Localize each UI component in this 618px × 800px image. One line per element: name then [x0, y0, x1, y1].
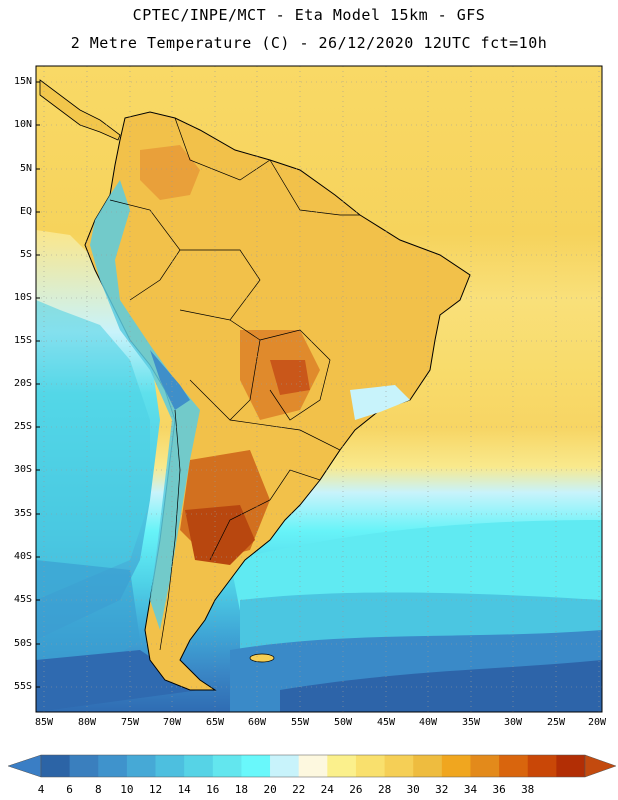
- pacific-cyan-field: [36, 300, 150, 600]
- lat-label: 35S: [13, 508, 32, 519]
- lon-label: 80W: [77, 717, 97, 728]
- lat-label: 40S: [13, 551, 32, 562]
- lon-label: 25W: [546, 717, 566, 728]
- coastal-cool-patch: [350, 385, 410, 420]
- colorbar-cell: [384, 755, 414, 777]
- central-america: [39, 79, 121, 141]
- colorbar-label: 32: [435, 783, 449, 796]
- lon-label: 40W: [418, 717, 438, 728]
- lat-label: 50S: [13, 638, 32, 649]
- map-frame: [35, 65, 603, 713]
- map-title-line-2: 2 Metre Temperature (C) - 26/12/2020 12U…: [70, 34, 548, 52]
- colorbar-cell: [41, 755, 71, 777]
- lat-label: 5S: [19, 249, 32, 260]
- colorbar-label: 30: [406, 783, 420, 796]
- colorbar-label: 28: [377, 783, 392, 796]
- colorbar-cell: [126, 755, 156, 777]
- colorbar-cell: [98, 755, 128, 777]
- lon-label: 30W: [503, 717, 523, 728]
- colorbar-label: 24: [320, 783, 334, 796]
- patagonia-hot-patch: [185, 505, 255, 565]
- lon-label: 85W: [34, 717, 54, 728]
- colorbar-label: 16: [206, 783, 220, 796]
- lat-label: 30S: [13, 464, 32, 475]
- colorbar-cell: [327, 755, 357, 777]
- map-area: [36, 66, 602, 712]
- lon-label: 75W: [120, 717, 140, 728]
- colorbar-cell: [499, 755, 529, 777]
- lat-label: 10N: [13, 119, 32, 130]
- colorbar-label: 38: [521, 783, 535, 796]
- lon-label: 70W: [162, 717, 182, 728]
- colorbar-cell: [155, 755, 185, 777]
- lat-label: 15S: [13, 335, 32, 346]
- colorbar-cell: [527, 755, 557, 777]
- colorbar-cell: [184, 755, 214, 777]
- lat-label: 45S: [13, 594, 32, 605]
- lat-label: 15N: [13, 76, 32, 87]
- colorbar-label: 36: [492, 783, 506, 796]
- lon-label: 65W: [205, 717, 225, 728]
- altiplano-cold-patch: [150, 350, 190, 410]
- lat-label: EQ: [19, 206, 32, 217]
- atlantic-coldest-field: [280, 660, 602, 712]
- colorbar-cell: [212, 755, 242, 777]
- colorbar-label: 18: [234, 783, 249, 796]
- lon-label: 60W: [247, 717, 267, 728]
- colorbar-under-arrow: [7, 754, 42, 778]
- map-title-line-1: CPTEC/INPE/MCT - Eta Model 15km - GFS: [132, 6, 486, 24]
- colorbar-label: 6: [66, 783, 73, 796]
- lon-label: 45W: [376, 717, 396, 728]
- colorbar-cell: [441, 755, 471, 777]
- lat-label: 20S: [13, 378, 32, 389]
- colombia-warm-patch: [140, 145, 200, 200]
- lat-label: 55S: [13, 681, 32, 692]
- colorbar-label: 4: [37, 783, 45, 796]
- country-borders: [109, 117, 360, 651]
- falkland-islands: [249, 653, 275, 663]
- colorbar-cell: [241, 755, 271, 777]
- colorbar-cell: [413, 755, 443, 777]
- colorbar-label: 22: [292, 783, 306, 796]
- colorbar-cell: [270, 755, 300, 777]
- lon-label: 55W: [290, 717, 310, 728]
- colorbar-label: 26: [349, 783, 363, 796]
- lon-label: 35W: [461, 717, 481, 728]
- lat-label: 10S: [13, 292, 32, 303]
- colorbar-label: 14: [177, 783, 191, 796]
- colorbar-label: 20: [263, 783, 277, 796]
- colorbar-cell: [355, 755, 385, 777]
- colorbar-label: 12: [148, 783, 163, 796]
- colorbar-label: 34: [463, 783, 478, 796]
- lat-label: 5N: [19, 163, 32, 174]
- colorbar-label: 8: [94, 783, 102, 796]
- colorbar-cell: [470, 755, 500, 777]
- lat-label: 25S: [13, 421, 32, 432]
- colorbar-cell: [556, 755, 586, 777]
- colorbar-cell: [298, 755, 328, 777]
- colorbar: [7, 754, 617, 778]
- lon-label: 50W: [333, 717, 353, 728]
- colorbar-over-arrow: [584, 754, 617, 778]
- axis-ticks: [36, 81, 40, 688]
- andes-cold-ridge: [90, 180, 200, 630]
- lon-label: 20W: [587, 717, 607, 728]
- colorbar-label: 10: [120, 783, 134, 796]
- colorbar-cell: [69, 755, 99, 777]
